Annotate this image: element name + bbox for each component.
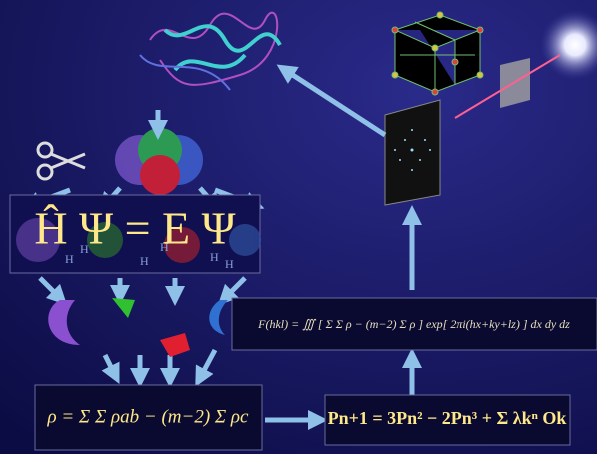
x-ray-source [540,10,597,80]
scissors [36,141,86,181]
fragments [16,218,261,263]
crystal-lattice [391,11,484,96]
detector [384,99,441,206]
atom-label: H [225,257,234,271]
equation-box [34,384,263,451]
atom-label: H [140,254,149,268]
projection-equation: Pn+1 = 3Pn² − 2Pn³ + Σ λkⁿ Ok [328,408,567,428]
molecular-fragments [48,298,228,357]
beam [454,54,561,119]
orbital-overlap [115,128,203,195]
atom-label: H [65,252,74,266]
density-equation: ρ = Σ Σ ρab − (m−2) Σ ρc [46,406,249,427]
atom-label: H [80,242,89,256]
structure-factor-equation: F(hkl) = ∭ [ Σ Σ ρ − (m−2) Σ ρ ] exp[ 2π… [257,317,570,331]
atom-label: H [210,250,219,264]
protein [139,11,282,91]
equation-box [231,297,597,351]
schrodinger-equation: Ĥ Ψ = E Ψ [34,203,235,254]
diffraction-pattern [394,129,431,171]
atom-label: H [160,240,169,254]
equation-box [324,394,571,446]
